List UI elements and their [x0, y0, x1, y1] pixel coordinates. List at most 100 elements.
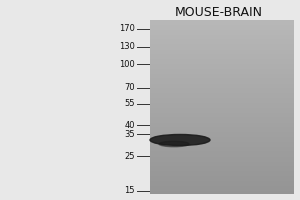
Bar	[150, 123, 294, 124]
Bar	[150, 128, 294, 129]
Bar	[150, 167, 294, 168]
Bar	[150, 82, 294, 83]
Bar	[150, 90, 294, 91]
Bar	[150, 94, 294, 95]
Bar	[150, 155, 294, 156]
Bar	[150, 186, 294, 187]
Bar	[150, 24, 294, 25]
Bar	[150, 54, 294, 55]
Bar	[150, 58, 294, 59]
Bar	[150, 36, 294, 37]
Bar	[150, 95, 294, 96]
Bar	[150, 143, 294, 144]
Bar	[150, 110, 294, 111]
Bar	[150, 50, 294, 51]
Bar	[150, 73, 294, 74]
Bar	[150, 44, 294, 45]
Bar	[150, 183, 294, 184]
Bar	[150, 139, 294, 140]
Bar	[150, 137, 294, 138]
Bar	[150, 174, 294, 175]
Bar	[150, 22, 294, 23]
Bar	[150, 108, 294, 109]
Bar	[150, 25, 294, 26]
Bar	[150, 140, 294, 141]
Bar	[150, 72, 294, 73]
Text: 130: 130	[119, 42, 135, 51]
Text: 40: 40	[124, 121, 135, 130]
Bar	[150, 79, 294, 80]
Bar	[150, 175, 294, 176]
Bar	[150, 85, 294, 86]
Bar	[150, 170, 294, 171]
Bar	[150, 111, 294, 112]
Bar	[150, 179, 294, 180]
Bar	[150, 164, 294, 165]
Bar	[150, 126, 294, 127]
Bar	[150, 107, 294, 108]
Bar	[150, 169, 294, 170]
Bar	[150, 57, 294, 58]
Bar	[150, 91, 294, 92]
Bar	[150, 92, 294, 93]
Bar	[150, 39, 294, 40]
Bar	[150, 109, 294, 110]
Bar	[150, 87, 294, 88]
Bar	[150, 185, 294, 186]
Bar	[150, 32, 294, 33]
Bar	[150, 45, 294, 46]
Bar	[150, 134, 294, 135]
Ellipse shape	[159, 141, 189, 147]
Bar	[150, 159, 294, 160]
Text: 25: 25	[124, 152, 135, 161]
Bar	[150, 69, 294, 70]
Bar	[150, 98, 294, 99]
Bar	[150, 53, 294, 54]
Bar	[150, 78, 294, 79]
Bar	[150, 47, 294, 48]
Bar	[150, 59, 294, 60]
Bar	[150, 21, 294, 22]
Bar	[150, 147, 294, 148]
Bar	[150, 161, 294, 162]
Bar	[150, 124, 294, 125]
Bar	[150, 132, 294, 133]
Bar	[150, 116, 294, 117]
Bar	[150, 104, 294, 105]
Bar	[150, 192, 294, 193]
Bar	[150, 166, 294, 167]
Bar	[150, 106, 294, 107]
Bar	[150, 70, 294, 71]
Bar	[150, 46, 294, 47]
Bar	[150, 64, 294, 65]
Ellipse shape	[150, 134, 210, 145]
Bar	[150, 191, 294, 192]
Bar	[150, 157, 294, 158]
Bar	[150, 66, 294, 67]
Bar	[150, 163, 294, 164]
Bar	[150, 38, 294, 39]
Bar	[150, 189, 294, 190]
Bar	[150, 172, 294, 173]
Bar	[150, 145, 294, 146]
Bar	[150, 56, 294, 57]
Bar	[150, 113, 294, 114]
Bar	[150, 162, 294, 163]
Bar	[150, 148, 294, 149]
Bar	[150, 27, 294, 28]
Bar	[150, 112, 294, 113]
Bar	[150, 130, 294, 131]
Bar	[150, 65, 294, 66]
Bar	[150, 100, 294, 101]
Bar	[150, 80, 294, 81]
Bar	[150, 52, 294, 53]
Bar	[150, 115, 294, 116]
Bar	[150, 48, 294, 49]
Bar	[150, 96, 294, 97]
Bar	[150, 105, 294, 106]
Bar	[150, 133, 294, 134]
Bar	[150, 84, 294, 85]
Bar	[150, 86, 294, 87]
Bar	[150, 77, 294, 78]
Bar	[150, 131, 294, 132]
